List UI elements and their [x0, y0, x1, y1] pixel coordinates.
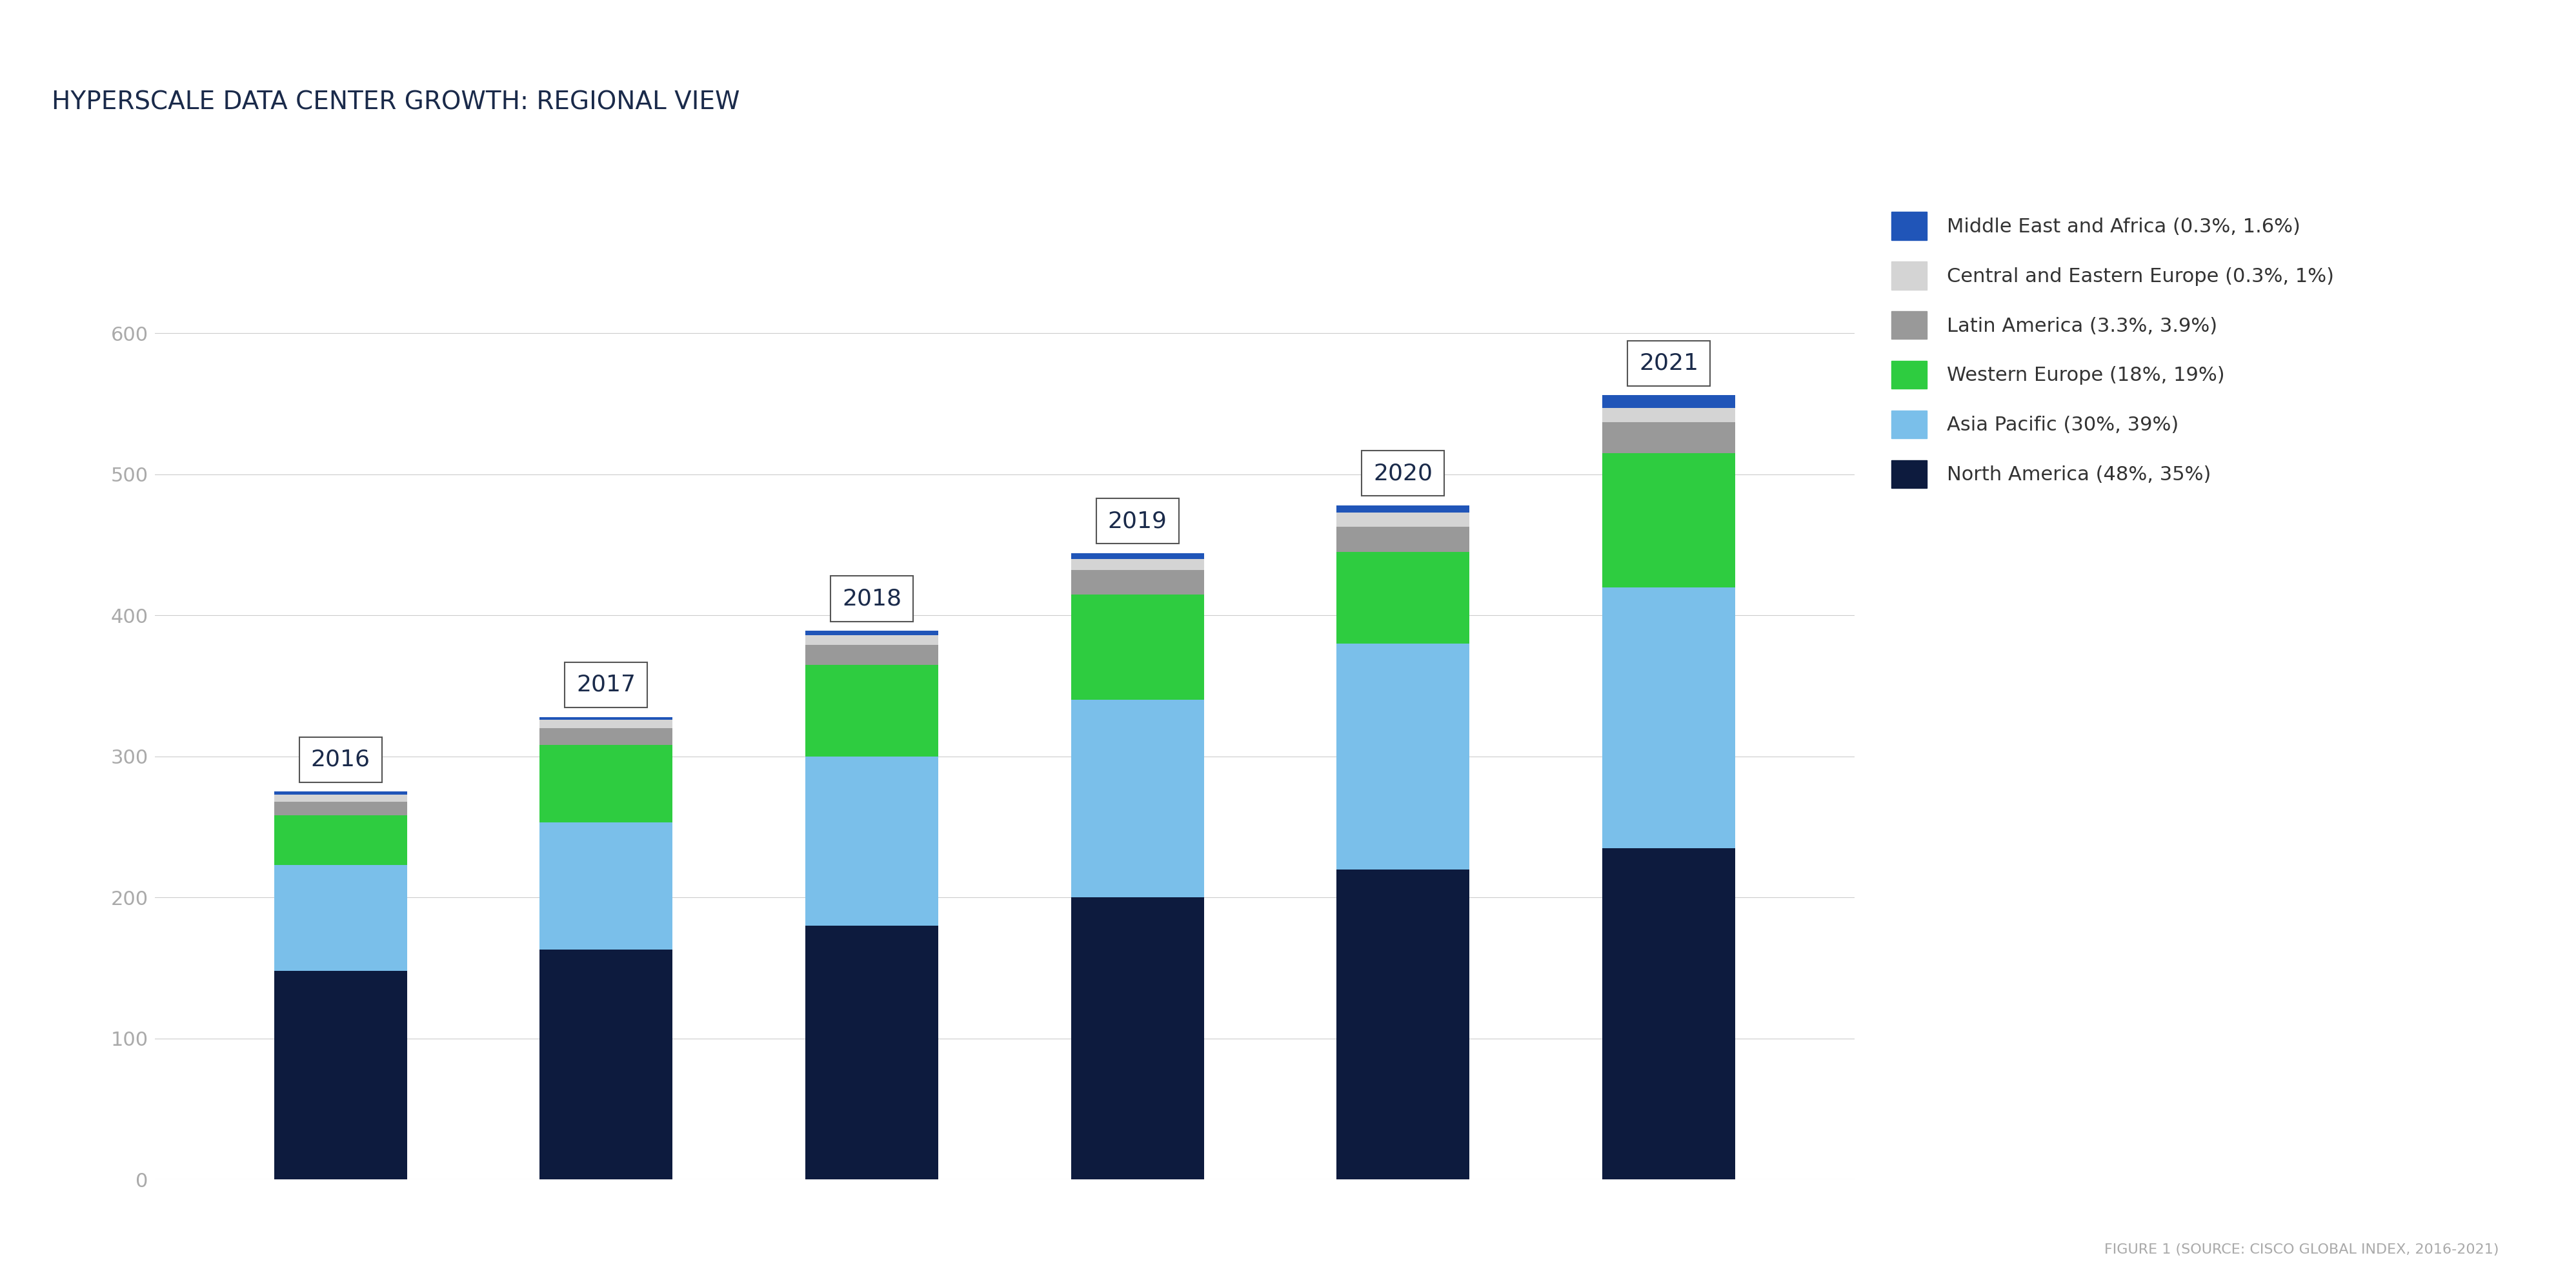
Bar — [1602, 395, 1736, 408]
Bar — [1072, 595, 1203, 700]
Bar — [541, 950, 672, 1179]
Text: HYPERSCALE DATA CENTER GROWTH: REGIONAL VIEW: HYPERSCALE DATA CENTER GROWTH: REGIONAL … — [52, 90, 739, 114]
Text: FIGURE 1 (SOURCE: CISCO GLOBAL INDEX, 2016-2021): FIGURE 1 (SOURCE: CISCO GLOBAL INDEX, 20… — [2105, 1244, 2499, 1256]
Bar — [1072, 897, 1203, 1179]
Bar — [541, 719, 672, 728]
Bar — [806, 645, 938, 665]
Text: 2019: 2019 — [1108, 510, 1167, 532]
Text: 2021: 2021 — [1638, 353, 1698, 374]
Text: 2018: 2018 — [842, 587, 902, 610]
Bar — [1337, 869, 1468, 1179]
Bar — [541, 745, 672, 823]
Text: 2017: 2017 — [577, 674, 636, 696]
Bar — [1337, 513, 1468, 527]
Bar — [1337, 553, 1468, 644]
Bar — [273, 801, 407, 815]
Bar — [541, 823, 672, 950]
Bar — [1072, 559, 1203, 570]
Bar — [806, 665, 938, 756]
Bar — [806, 631, 938, 635]
Legend: Middle East and Africa (0.3%, 1.6%), Central and Eastern Europe (0.3%, 1%), Lati: Middle East and Africa (0.3%, 1.6%), Cen… — [1880, 203, 2344, 497]
Bar — [806, 926, 938, 1179]
Bar — [1602, 587, 1736, 849]
Bar — [1337, 644, 1468, 869]
Bar — [1602, 408, 1736, 422]
Bar — [273, 795, 407, 801]
Bar — [1337, 527, 1468, 551]
Bar — [1337, 505, 1468, 513]
Bar — [806, 635, 938, 645]
Bar — [541, 717, 672, 719]
Bar — [273, 970, 407, 1179]
Bar — [541, 728, 672, 745]
Bar — [1072, 570, 1203, 595]
Text: 2020: 2020 — [1373, 463, 1432, 485]
Bar — [273, 815, 407, 865]
Text: 2016: 2016 — [312, 749, 371, 770]
Bar — [1602, 422, 1736, 454]
Bar — [806, 756, 938, 926]
Bar — [1072, 700, 1203, 897]
Bar — [273, 865, 407, 970]
Bar — [1602, 849, 1736, 1179]
Bar — [1072, 554, 1203, 559]
Bar — [1602, 453, 1736, 587]
Bar — [273, 792, 407, 795]
